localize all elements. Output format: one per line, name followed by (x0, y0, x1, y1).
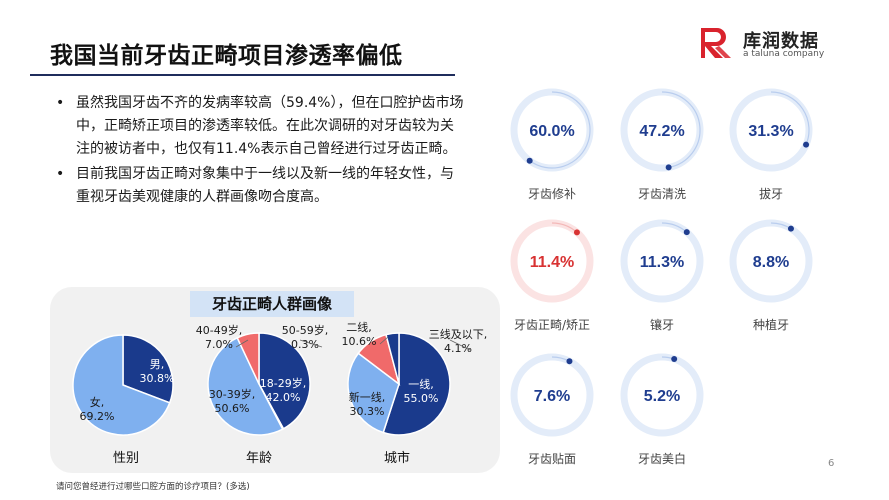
gauge-arc (529, 91, 591, 169)
bullet-list: • 虽然我国牙齿不齐的发病率较高（59.4%），但在口腔护齿市场中，正畸矫正项目… (56, 92, 466, 211)
gauge-arc (770, 91, 810, 145)
bullet-dot: • (56, 166, 65, 182)
gauge-value: 7.6% (534, 388, 570, 405)
gauge-value: 5.2% (644, 388, 680, 405)
gauge-label: 拔牙 (758, 187, 783, 201)
gauge-label: 牙齿清洗 (637, 187, 686, 201)
gauge-track (620, 353, 704, 437)
gauge-value: 47.2% (639, 123, 684, 140)
gauge-marker (526, 157, 533, 164)
logo-subtitle: a taluna company (743, 49, 825, 59)
gauge-track (510, 88, 594, 172)
gauge-value: 8.8% (753, 254, 789, 271)
gauge: 5.2% (620, 353, 704, 437)
gauge-arc (661, 91, 701, 169)
gauge: 8.8% (729, 219, 813, 303)
bullet-item: • 虽然我国牙齿不齐的发病率较高（59.4%），但在口腔护齿市场中，正畸矫正项目… (56, 92, 466, 161)
page-number: 6 (828, 458, 835, 469)
gauge: 11.3% (620, 219, 704, 303)
gauge-value: 60.0% (529, 123, 574, 140)
gauge-arc (551, 356, 570, 362)
gauge-label: 种植牙 (752, 318, 789, 332)
gauge-value: 11.4% (530, 254, 574, 271)
gauge: 7.6% (510, 353, 594, 437)
bullet-text: 目前我国牙齿正畸对象集中于一线以及新一线的年轻女性，与重视牙齿美观健康的人群画像… (76, 166, 454, 205)
title-underline (30, 74, 455, 76)
gauge-track (729, 219, 813, 303)
gauge-track (729, 88, 813, 172)
gauge-label: 牙齿美白 (637, 452, 686, 466)
gauge-marker (787, 225, 794, 232)
bullet-item: • 目前我国牙齿正畸对象集中于一线以及新一线的年轻女性，与重视牙齿美观健康的人群… (56, 163, 466, 209)
pie-caption-age: 年龄 (245, 451, 272, 466)
gauge-marker (803, 141, 810, 148)
persona-panel-title: 牙齿正畸人群画像 (190, 291, 354, 317)
gauge-track (510, 353, 594, 437)
gauge-track (620, 88, 704, 172)
pie-caption-city: 城市 (383, 451, 410, 466)
gauge-arc (661, 222, 688, 233)
gauge-arc (551, 222, 578, 233)
gauge-marker (665, 164, 672, 171)
gauge-arc (770, 222, 792, 230)
gauge-track (510, 219, 594, 303)
gauge: 60.0% (510, 88, 594, 172)
brand-logo: 库润数据 a taluna company (697, 24, 837, 62)
gauge: 47.2% (620, 88, 704, 172)
gauge-arc (661, 356, 675, 360)
gauge-value: 11.3% (640, 254, 684, 271)
gauge-marker (573, 229, 580, 236)
survey-footnote: 请问您曾经进行过哪些口腔方面的诊疗项目？(多选) (56, 482, 250, 492)
bullet-dot: • (56, 95, 65, 111)
pie-caption-gender: 性别 (112, 451, 139, 466)
gauge-marker (671, 356, 678, 363)
gauge-marker (683, 229, 690, 236)
gauge-label: 牙齿修补 (527, 187, 576, 201)
bullet-text: 虽然我国牙齿不齐的发病率较高（59.4%），但在口腔护齿市场中，正畸矫正项目的渗… (76, 95, 464, 157)
gauge-value: 31.3% (748, 123, 793, 140)
logo-mark-icon (701, 28, 731, 58)
page-title: 我国当前牙齿正畸项目渗透率偏低 (50, 43, 403, 69)
gauge: 11.4% (510, 219, 594, 303)
gauge-label: 牙齿贴面 (527, 452, 576, 466)
gauge: 31.3% (729, 88, 813, 172)
gauge-label: 牙齿正畸/矫正 (513, 318, 591, 332)
gauge-track (620, 219, 704, 303)
gauge-label: 镶牙 (649, 318, 674, 332)
logo-brand-text: 库润数据 (743, 31, 819, 52)
gauge-marker (566, 358, 573, 365)
